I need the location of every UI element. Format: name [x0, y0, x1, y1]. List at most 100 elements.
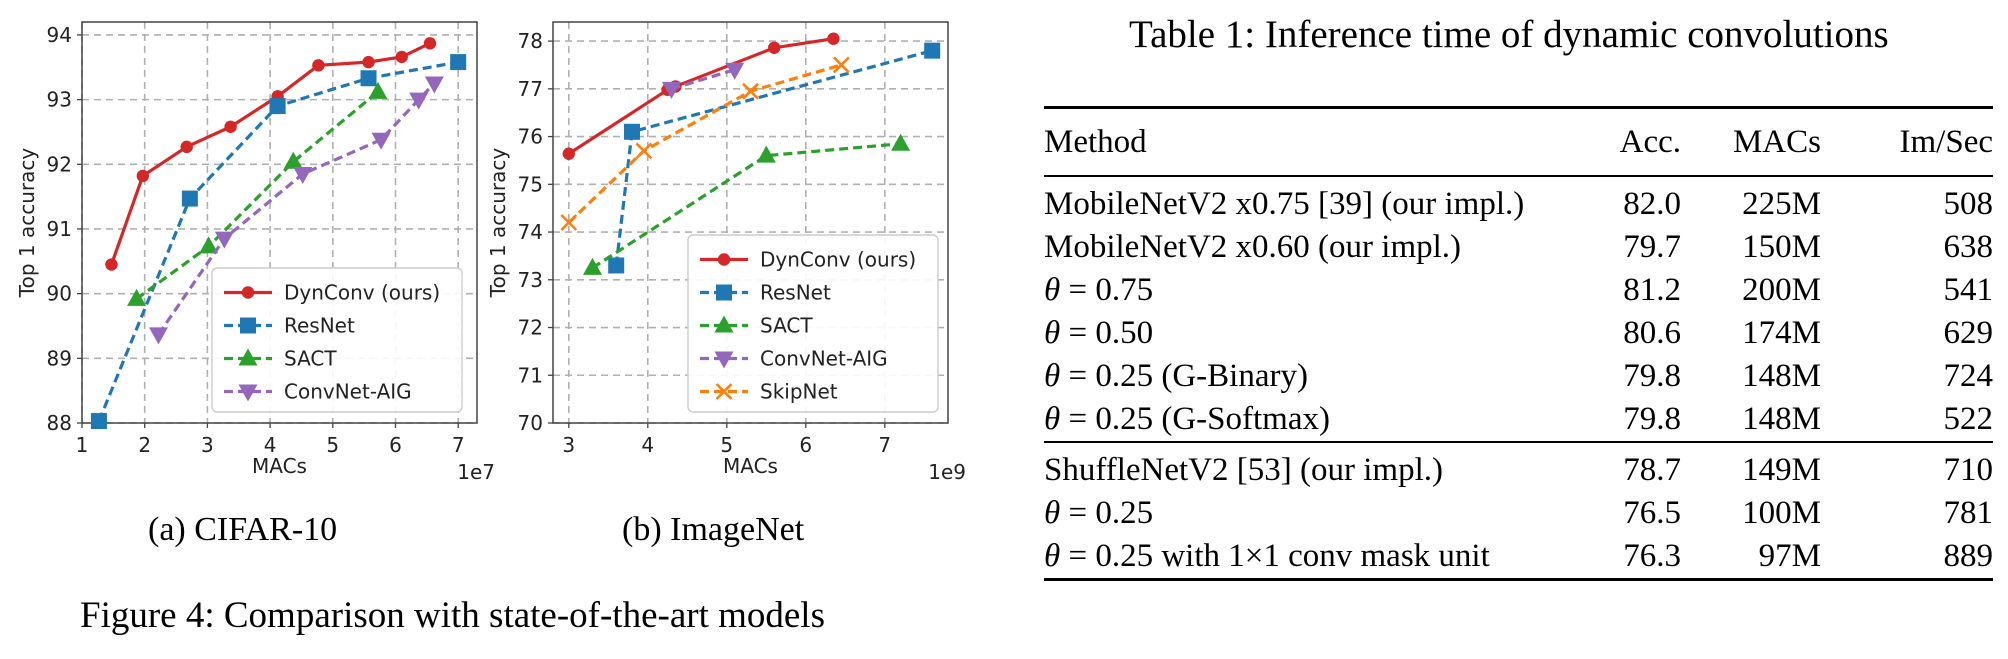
- method-cell: MobileNetV2 x0.75 [39] (our impl.): [1044, 186, 1525, 222]
- y-tick-label: 78: [518, 29, 543, 53]
- acc-cell: 79.8: [1623, 358, 1681, 394]
- im-sec-cell: 541: [1943, 272, 1994, 308]
- legend-marker: [715, 383, 733, 400]
- x-tick-label: 1: [76, 433, 89, 457]
- y-tick-label: 70: [518, 411, 543, 435]
- y-tick-label: 72: [518, 316, 543, 340]
- legend-label: DynConv (ours): [284, 281, 440, 305]
- legend-marker: [238, 348, 258, 366]
- legend-marker: [714, 315, 734, 333]
- legend-item-dynconv-ours: DynConv (ours): [224, 281, 440, 305]
- im-sec-cell: 781: [1943, 495, 1994, 531]
- im-sec-cell: 508: [1943, 186, 1994, 222]
- legend-label: ResNet: [760, 281, 831, 305]
- legend-marker: [717, 253, 731, 266]
- x-tick-label: 6: [389, 433, 402, 457]
- series-resnet: [608, 42, 941, 274]
- y-tick-label: 88: [47, 411, 72, 435]
- column-header-acc: Acc.: [1619, 123, 1681, 160]
- column-header-macs: MACs: [1732, 123, 1821, 160]
- method-cell: θ = 0.50: [1044, 315, 1154, 351]
- series-skipnet: [560, 56, 850, 231]
- legend-item-resnet: ResNet: [224, 314, 355, 338]
- x-axis-multiplier: 1e9: [928, 460, 966, 484]
- table-row: MobileNetV2 x0.75 [39] (our impl.) 82.0 …: [1044, 176, 1993, 226]
- data-point: [924, 42, 941, 59]
- data-point: [312, 59, 325, 72]
- y-tick-label: 92: [47, 152, 72, 176]
- subfigure-a-caption: (a) CIFAR-10: [148, 511, 338, 548]
- y-tick-label: 71: [518, 363, 543, 387]
- macs-cell: 148M: [1742, 358, 1821, 394]
- data-point: [224, 120, 237, 133]
- data-point: [181, 190, 198, 207]
- y-axis-label: Top 1 accuracy: [15, 148, 39, 299]
- x-tick-label: 3: [201, 433, 214, 457]
- legend-marker: [714, 351, 734, 369]
- data-point: [148, 327, 168, 345]
- data-point: [562, 147, 575, 160]
- data-point: [756, 145, 776, 163]
- im-sec-cell: 889: [1943, 538, 1994, 574]
- series-convnet-aig: [662, 62, 745, 99]
- series-sact: [127, 81, 388, 306]
- series-line: [567, 63, 842, 224]
- legend-label: SkipNet: [760, 380, 838, 404]
- data-point: [362, 55, 375, 69]
- x-tick-label: 6: [799, 433, 812, 457]
- acc-cell: 82.0: [1623, 186, 1681, 222]
- data-point: [725, 62, 745, 80]
- x-axis-multiplier: 1e7: [457, 460, 495, 484]
- y-tick-label: 91: [47, 217, 72, 241]
- macs-cell: 174M: [1742, 315, 1821, 351]
- data-point: [624, 123, 640, 140]
- series-line: [591, 142, 901, 270]
- y-tick-label: 74: [518, 220, 543, 244]
- legend-label: SACT: [284, 347, 337, 371]
- x-tick-label: 5: [720, 433, 733, 457]
- data-point: [635, 142, 653, 160]
- series-dynconv-ours: [562, 32, 840, 160]
- legend-item-skipnet: SkipNet: [700, 380, 838, 404]
- data-point: [742, 82, 759, 100]
- legend-label: SACT: [760, 314, 813, 338]
- legend-item-resnet: ResNet: [700, 281, 831, 305]
- method-cell: MobileNetV2 x0.60 (our impl.): [1044, 229, 1462, 265]
- im-sec-cell: 522: [1943, 401, 1994, 437]
- legend-label: ResNet: [284, 314, 355, 338]
- legend: DynConv (ours) ResNet SACT ConvNet-AIG: [211, 267, 463, 413]
- legend-item-sact: SACT: [700, 314, 813, 338]
- macs-cell: 100M: [1742, 495, 1821, 531]
- data-point: [214, 231, 234, 249]
- acc-cell: 79.8: [1623, 401, 1681, 437]
- x-tick-label: 4: [641, 433, 654, 457]
- x-tick-label: 7: [452, 433, 465, 457]
- table-row: MobileNetV2 x0.60 (our impl.) 79.7 150M …: [1044, 226, 1993, 269]
- y-tick-label: 77: [518, 77, 543, 101]
- series-convnet-aig: [148, 76, 444, 345]
- data-point: [450, 54, 467, 71]
- x-tick-label: 5: [326, 433, 339, 457]
- legend-item-convnet-aig: ConvNet-AIG: [700, 347, 888, 371]
- method-cell: θ = 0.75: [1044, 272, 1154, 308]
- im-sec-cell: 629: [1943, 315, 1994, 351]
- legend-marker: [238, 384, 258, 402]
- series-resnet: [90, 54, 467, 430]
- results-table: Method Acc. MACs Im/Sec MobileNetV2 x0.7…: [1044, 106, 1993, 581]
- table-row: ShuffleNetV2 [53] (our impl.) 78.7 149M …: [1044, 442, 1993, 492]
- legend-marker: [716, 284, 732, 301]
- method-cell: θ = 0.25 with 1×1 conv mask unit: [1044, 538, 1490, 574]
- plot-frame: [81, 21, 478, 424]
- data-point: [832, 56, 850, 74]
- macs-cell: 200M: [1742, 272, 1821, 308]
- table-header-row: Method Acc. MACs Im/Sec: [1044, 107, 1993, 176]
- data-point: [90, 413, 107, 430]
- legend-item-convnet-aig: ConvNet-AIG: [224, 380, 412, 404]
- series-dynconv-ours: [105, 37, 437, 271]
- acc-cell: 81.2: [1623, 272, 1681, 308]
- macs-cell: 148M: [1742, 401, 1821, 437]
- y-tick-label: 90: [47, 282, 72, 306]
- data-point: [423, 37, 437, 50]
- macs-cell: 150M: [1742, 229, 1821, 265]
- data-point: [368, 81, 388, 99]
